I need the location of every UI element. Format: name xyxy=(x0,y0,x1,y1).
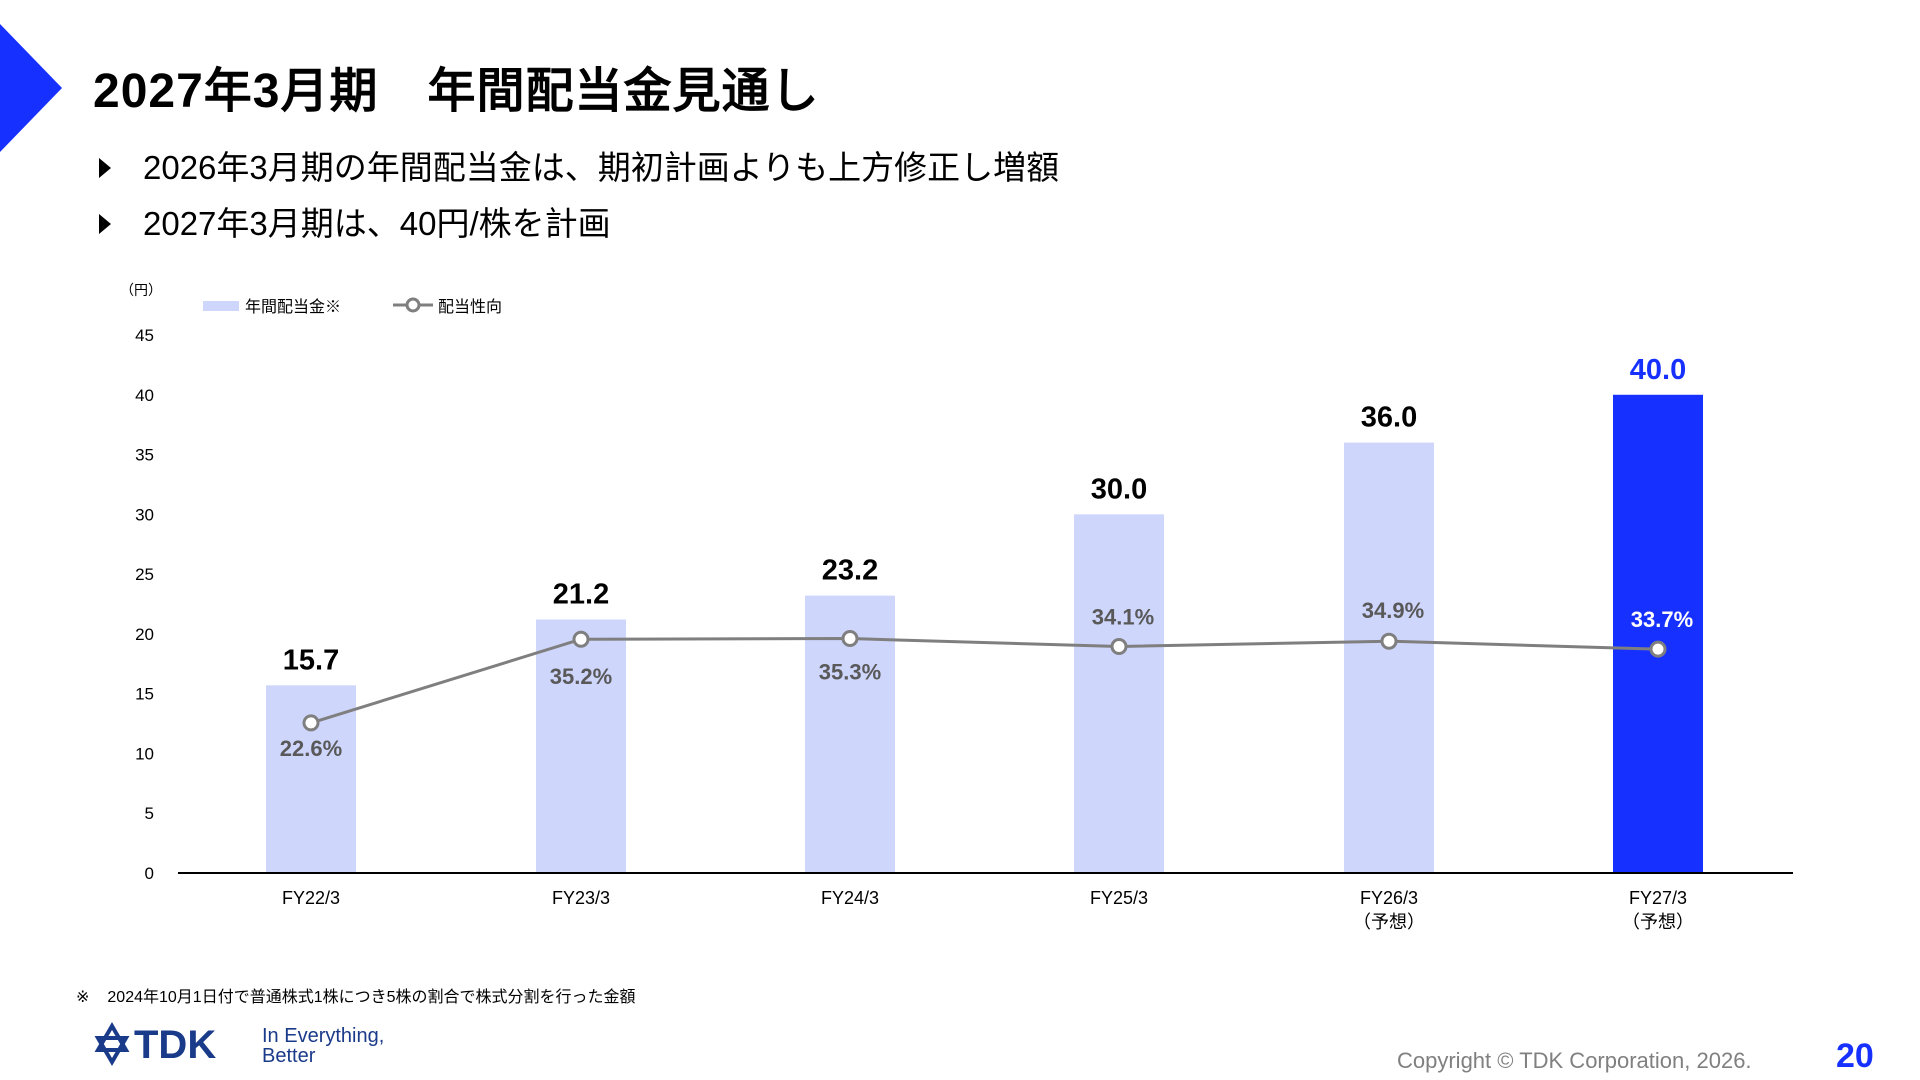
bar-value-label: 36.0 xyxy=(1361,402,1417,434)
bullet-text: 2027年3月期は、40円/株を計画 xyxy=(143,205,611,242)
bar-value-label: 15.7 xyxy=(283,644,339,676)
bar-value-label: 21.2 xyxy=(553,579,609,611)
y-tick-label: 0 xyxy=(145,864,154,883)
payout-ratio-point xyxy=(302,714,320,732)
logo-tagline-line2: Better xyxy=(262,1045,316,1066)
footnote: ※ 2024年10月1日付で普通株式1株につき5株の割合で株式分割を行った金額 xyxy=(76,983,636,1007)
payout-ratio-point xyxy=(1110,638,1128,656)
y-tick-label: 5 xyxy=(145,804,154,823)
bar xyxy=(1074,514,1164,873)
bar-value-label: 40.0 xyxy=(1630,354,1686,386)
bullet-arrow-icon xyxy=(99,158,111,178)
bar-value-label: 30.0 xyxy=(1091,473,1147,505)
payout-ratio-label: 34.1% xyxy=(1092,605,1154,630)
payout-ratio-label: 35.3% xyxy=(819,660,881,685)
page-number: 20 xyxy=(1836,1037,1874,1075)
payout-ratio-label: 34.9% xyxy=(1362,598,1424,623)
x-tick-label: FY26/3 xyxy=(1360,888,1418,908)
y-tick-label: 40 xyxy=(135,386,154,405)
y-tick-label: 45 xyxy=(135,326,154,345)
bullet-text: 2026年3月期の年間配当金は、期初計画よりも上方修正し増額 xyxy=(143,149,1060,186)
bullet-item: 2027年3月期は、40円/株を計画 xyxy=(93,196,1059,252)
legend-line-marker xyxy=(405,297,421,313)
legend-line-label: 配当性向 xyxy=(438,298,502,316)
logo-brand: TDK xyxy=(134,1023,216,1066)
legend-bar-swatch xyxy=(203,301,239,311)
bullet-item: 2026年3月期の年間配当金は、期初計画よりも上方修正し増額 xyxy=(93,140,1059,196)
payout-ratio-point xyxy=(841,630,859,648)
corner-arrow-icon xyxy=(0,24,62,152)
bar xyxy=(1613,394,1703,873)
y-tick-label: 25 xyxy=(135,565,154,584)
x-tick-label: FY23/3 xyxy=(552,888,610,908)
payout-ratio-point xyxy=(572,630,590,648)
x-tick-label: FY22/3 xyxy=(282,888,340,908)
tdk-logo: TDK In Everything, Better xyxy=(94,1022,384,1066)
x-tick-label: FY27/3 xyxy=(1629,888,1687,908)
y-axis-unit-label: （円） xyxy=(120,282,162,298)
page-title: 2027年3月期 年間配当金見通し xyxy=(93,65,820,118)
payout-ratio-point xyxy=(1380,632,1398,650)
copyright: Copyright © TDK Corporation, 2026. xyxy=(1397,1048,1752,1073)
payout-ratio-label: 22.6% xyxy=(280,736,342,761)
bullet-arrow-icon xyxy=(99,214,111,234)
y-tick-label: 30 xyxy=(135,505,154,524)
y-tick-label: 15 xyxy=(135,685,154,704)
x-tick-label: FY24/3 xyxy=(821,888,879,908)
tdk-mark-icon xyxy=(94,1022,130,1066)
y-tick-label: 35 xyxy=(135,446,154,465)
footnote-text: 2024年10月1日付で普通株式1株につき5株の割合で株式分割を行った金額 xyxy=(107,989,636,1006)
payout-ratio-point xyxy=(1649,640,1667,658)
legend-bar-label: 年間配当金※ xyxy=(245,298,341,316)
y-tick-label: 10 xyxy=(135,744,154,763)
bar xyxy=(1344,442,1434,873)
dividend-chart: （円） 0 5 10 15 20 25 30 35 40 45 年間配当金※ 配当性向 15.7 21.2 2… xyxy=(120,282,1793,932)
payout-ratio-label: 33.7% xyxy=(1631,607,1693,632)
bar xyxy=(536,619,626,873)
x-tick-sublabel: （予想） xyxy=(1353,912,1425,932)
x-tick-sublabel: （予想） xyxy=(1622,912,1694,932)
x-tick-label: FY25/3 xyxy=(1090,888,1148,908)
y-tick-label: 20 xyxy=(135,625,154,644)
logo-tagline-line1: In Everything, xyxy=(262,1025,384,1047)
footnote-mark: ※ xyxy=(76,989,90,1006)
bullet-list: 2026年3月期の年間配当金は、期初計画よりも上方修正し増額 2027年3月期は… xyxy=(93,140,1059,252)
bar-value-label: 23.2 xyxy=(822,555,878,587)
payout-ratio-label: 35.2% xyxy=(550,664,612,689)
payout-ratio-line xyxy=(310,637,1659,725)
